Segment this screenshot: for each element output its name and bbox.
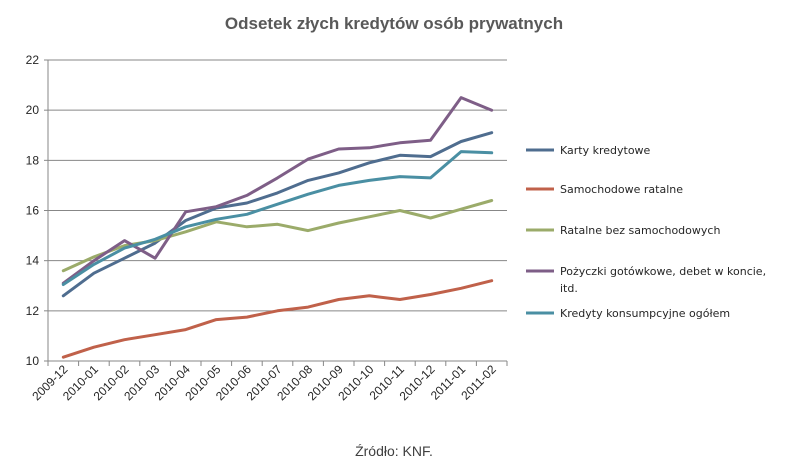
y-tick-label: 22 xyxy=(26,53,40,67)
legend-label: Samochodowe ratalne xyxy=(560,183,683,196)
series-line-1 xyxy=(61,131,494,298)
axes: 101214161820222009-122010-012010-022010-… xyxy=(26,53,508,403)
legend-label-line: Samochodowe ratalne xyxy=(560,183,683,196)
gridlines xyxy=(48,59,507,312)
legend-label-line: Ratalne bez samochodowych xyxy=(560,224,720,237)
legend-label-line: Kredyty konsumpcyjne ogółem xyxy=(560,307,730,320)
series-line-2 xyxy=(61,279,494,359)
y-tick-label: 18 xyxy=(26,153,40,167)
y-tick-label: 14 xyxy=(26,254,40,268)
y-tick-label: 12 xyxy=(26,304,40,318)
plot-area xyxy=(61,96,494,359)
x-tick-label: 2011-02 xyxy=(458,362,499,403)
y-tick-label: 10 xyxy=(26,354,40,368)
y-tick-label: 16 xyxy=(26,204,40,218)
legend-label: Ratalne bez samochodowych xyxy=(560,224,720,237)
source-note: Źródło: KNF. xyxy=(355,443,433,459)
series-line-5 xyxy=(61,150,494,286)
legend-label-line: Pożyczki gotówkowe, debet w koncie, xyxy=(560,265,766,278)
legend-label: Karty kredytowe xyxy=(560,144,651,157)
y-tick-label: 20 xyxy=(26,103,40,117)
legend: Karty kredytowe Samochodowe ratalne Rataln… xyxy=(526,144,766,320)
legend-label-line: itd. xyxy=(560,282,578,295)
legend-label: Kredyty konsumpcyjne ogółem xyxy=(560,307,730,320)
legend-label: Pożyczki gotówkowe, debet w koncie, itd. xyxy=(560,265,766,295)
legend-label-line: Karty kredytowe xyxy=(560,144,651,157)
chart-title: Odsetek złych kredytów osób prywatnych xyxy=(225,14,563,33)
